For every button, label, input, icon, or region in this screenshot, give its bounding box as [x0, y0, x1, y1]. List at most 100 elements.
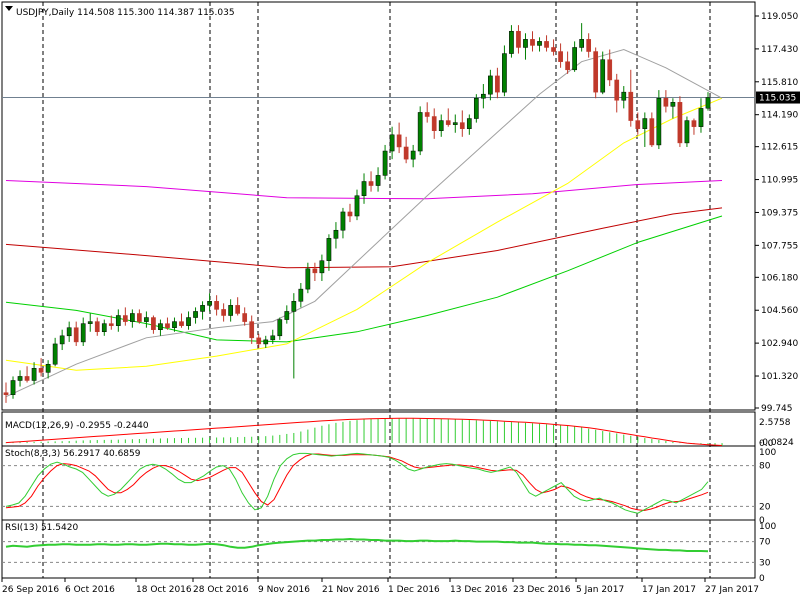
candle-body-58: [410, 150, 416, 160]
candle-body-12: [87, 321, 93, 324]
candle-body-98: [691, 120, 697, 127]
candle-body-5: [38, 368, 44, 373]
candle-body-33: [235, 305, 241, 314]
candle-body-43: [305, 268, 311, 290]
candle-body-42: [298, 288, 304, 302]
moving-average-red: [5, 207, 723, 269]
candle-body-53: [375, 175, 381, 186]
moving-average-yellow: [5, 97, 723, 371]
candle-body-51: [361, 181, 367, 196]
price-tick-label-3: 114.190: [761, 111, 798, 121]
x-tick-label-3: 28 Oct 2016: [193, 585, 249, 595]
x-tick-label-8: 23 Dec 2016: [513, 585, 571, 595]
candle-body-87: [614, 79, 620, 101]
candle-body-59: [417, 112, 423, 152]
candle-body-96: [677, 102, 683, 144]
candle-body-63: [445, 120, 451, 125]
candle-body-60: [424, 112, 430, 117]
candle-body-27: [193, 311, 198, 318]
candle-body-28: [200, 305, 205, 312]
macd-label: MACD(12,26,9) -0.2955 -0.2440: [5, 421, 149, 431]
candle-body-3: [24, 376, 30, 381]
candle-body-26: [186, 317, 191, 326]
candle-body-8: [59, 335, 65, 345]
moving-average-magenta: [5, 180, 723, 200]
candle-body-91: [642, 118, 648, 129]
candle-body-45: [319, 260, 325, 274]
stoch-scale-80: 80: [759, 462, 771, 472]
macd-scale-mid: 0.0: [759, 439, 774, 449]
candle-body-1: [10, 380, 16, 395]
candle-body-70: [495, 75, 500, 93]
current-price-badge: [756, 91, 800, 104]
candle-body-80: [565, 61, 570, 71]
rsi-scale-70: 70: [759, 538, 771, 548]
rsi-label: RSI(13) 51.5420: [5, 523, 78, 533]
moving-average-gray: [5, 48, 723, 398]
candle-body-93: [656, 97, 662, 146]
candle-body-78: [551, 47, 556, 52]
rsi-scale-30: 30: [759, 558, 771, 568]
moving-average-green: [5, 215, 723, 343]
stoch-signal-line: [5, 453, 709, 512]
candle-body-41: [291, 301, 297, 312]
price-tick-label-7: 107.755: [761, 241, 798, 251]
candle-body-61: [431, 116, 437, 131]
candle-body-15: [108, 323, 114, 326]
candle-body-14: [101, 323, 107, 333]
stoch-scale-20: 20: [759, 502, 771, 512]
candle-body-0: [3, 392, 9, 395]
candle-body-67: [473, 97, 479, 119]
x-tick-label-2: 18 Oct 2016: [136, 585, 192, 595]
candle-body-82: [579, 39, 584, 48]
candle-body-54: [382, 150, 388, 176]
stoch-scale-100: 100: [759, 448, 776, 458]
candle-body-66: [466, 118, 472, 129]
candle-body-57: [403, 146, 409, 160]
candle-body-84: [593, 51, 599, 93]
candle-body-95: [670, 102, 676, 107]
candle-body-76: [537, 41, 542, 46]
candle-body-85: [600, 59, 606, 93]
candle-body-75: [530, 39, 535, 46]
rsi-scale-0: 0: [759, 574, 765, 584]
stoch-label: Stoch(8,3,3) 56.2917 40.6859: [5, 449, 141, 459]
candle-body-2: [17, 376, 23, 381]
candle-body-64: [452, 122, 458, 125]
main-panel-frame: [1, 1, 756, 411]
candle-body-92: [649, 118, 655, 146]
price-tick-label-11: 101.320: [761, 372, 798, 382]
candle-body-29: [207, 301, 212, 306]
candle-body-47: [333, 229, 339, 239]
macd-scale-bottom: -0.0824: [759, 438, 794, 448]
candle-body-32: [228, 305, 233, 316]
candle-body-83: [586, 39, 592, 52]
candle-body-100: [705, 97, 711, 109]
candle-body-94: [663, 97, 669, 107]
price-tick-label-8: 106.180: [761, 273, 798, 283]
candle-body-72: [509, 30, 514, 54]
candle-body-74: [523, 39, 528, 48]
price-tick-label-4: 112.615: [761, 143, 798, 153]
candle-body-9: [66, 327, 72, 337]
candle-body-19: [137, 313, 142, 322]
price-tick-label-6: 109.375: [761, 208, 798, 218]
price-tick-label-10: 102.940: [761, 339, 798, 349]
candle-body-24: [172, 321, 177, 328]
candle-body-34: [242, 313, 248, 322]
candle-body-31: [221, 309, 226, 316]
candle-body-99: [698, 108, 704, 127]
candle-body-23: [165, 323, 170, 328]
price-tick-label-0: 119.050: [761, 12, 798, 22]
candle-body-37: [263, 339, 269, 345]
price-tick-label-12: 99.745: [761, 404, 793, 414]
rsi-panel-frame: [1, 519, 756, 579]
candle-body-88: [621, 91, 627, 101]
x-tick-label-1: 6 Oct 2016: [65, 585, 115, 595]
candle-body-73: [516, 30, 521, 48]
candle-body-69: [488, 75, 493, 95]
candle-body-22: [158, 323, 163, 330]
candle-body-16: [115, 315, 121, 326]
rsi-line: [5, 537, 709, 553]
